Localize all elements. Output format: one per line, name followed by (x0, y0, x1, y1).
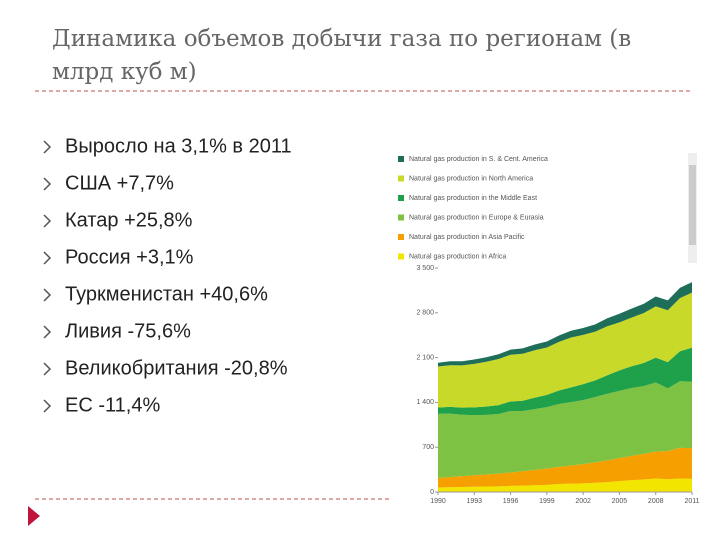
bullet-arrow (43, 325, 52, 339)
y-tick-label: 700 (422, 444, 434, 451)
area (438, 478, 692, 492)
x-tick-label: 2011 (684, 498, 699, 505)
bullet-arrow (43, 140, 52, 154)
y-tick-label: 2 800 (416, 310, 434, 317)
bullet-text: Россия +3,1% (65, 246, 194, 268)
y-tick-label: 1 400 (416, 399, 434, 406)
x-tick-label: 1990 (430, 498, 446, 505)
legend-swatch (398, 234, 404, 240)
title-line: Динамика объемов добычи газа по регионам… (52, 26, 631, 52)
legend-label: Natural gas production in North America (409, 175, 533, 182)
legend-label: Natural gas production in Asia Pacific (409, 234, 525, 241)
y-tick-label: 3 500 (416, 265, 434, 272)
legend-swatch (398, 195, 404, 201)
bullet-arrow (43, 177, 52, 191)
legend-label: Natural gas production in Europe & Euras… (409, 214, 544, 221)
legend-label: Natural gas production in Africa (409, 253, 506, 260)
bullet-arrow (43, 288, 52, 302)
area (438, 347, 692, 416)
x-tick-label: 1993 (466, 498, 482, 505)
x-tick-label: 1999 (539, 498, 555, 505)
slide-marker (28, 506, 40, 526)
bullet-text: Великобритания -20,8% (65, 357, 288, 379)
scrollbar-thumb (689, 165, 696, 245)
x-tick-label: 2002 (575, 498, 591, 505)
area (438, 381, 692, 478)
bullet-arrow (43, 399, 52, 413)
x-tick-label: 2005 (612, 498, 628, 505)
bullet-arrow (43, 362, 52, 376)
legend-label: Natural gas production in the Middle Eas… (409, 195, 537, 202)
area (438, 447, 692, 488)
bullet-text: ЕС -11,4% (65, 394, 160, 416)
bullet-text: Катар +25,8% (65, 209, 193, 231)
bullet-text: Туркменистан +40,6% (65, 283, 268, 305)
legend-swatch (398, 253, 404, 260)
legend-swatch (398, 175, 404, 182)
legend-swatch (398, 214, 404, 221)
y-tick-label: 2 100 (416, 354, 434, 361)
bullet-arrow (43, 251, 52, 265)
bullet-text: США +7,7% (65, 172, 174, 194)
legend-swatch (398, 156, 404, 162)
bullet-arrow (43, 214, 52, 228)
area (438, 292, 692, 408)
title-line: млрд куб м) (52, 59, 197, 85)
x-tick-label: 2008 (648, 498, 664, 505)
bullet-text: Ливия -75,6% (65, 320, 191, 342)
legend-label: Natural gas production in S. & Cent. Ame… (409, 156, 548, 163)
x-tick-label: 1996 (503, 498, 519, 505)
bullet-text: Выросло на 3,1% в 2011 (65, 135, 292, 157)
y-tick-label: 0 (430, 489, 434, 496)
